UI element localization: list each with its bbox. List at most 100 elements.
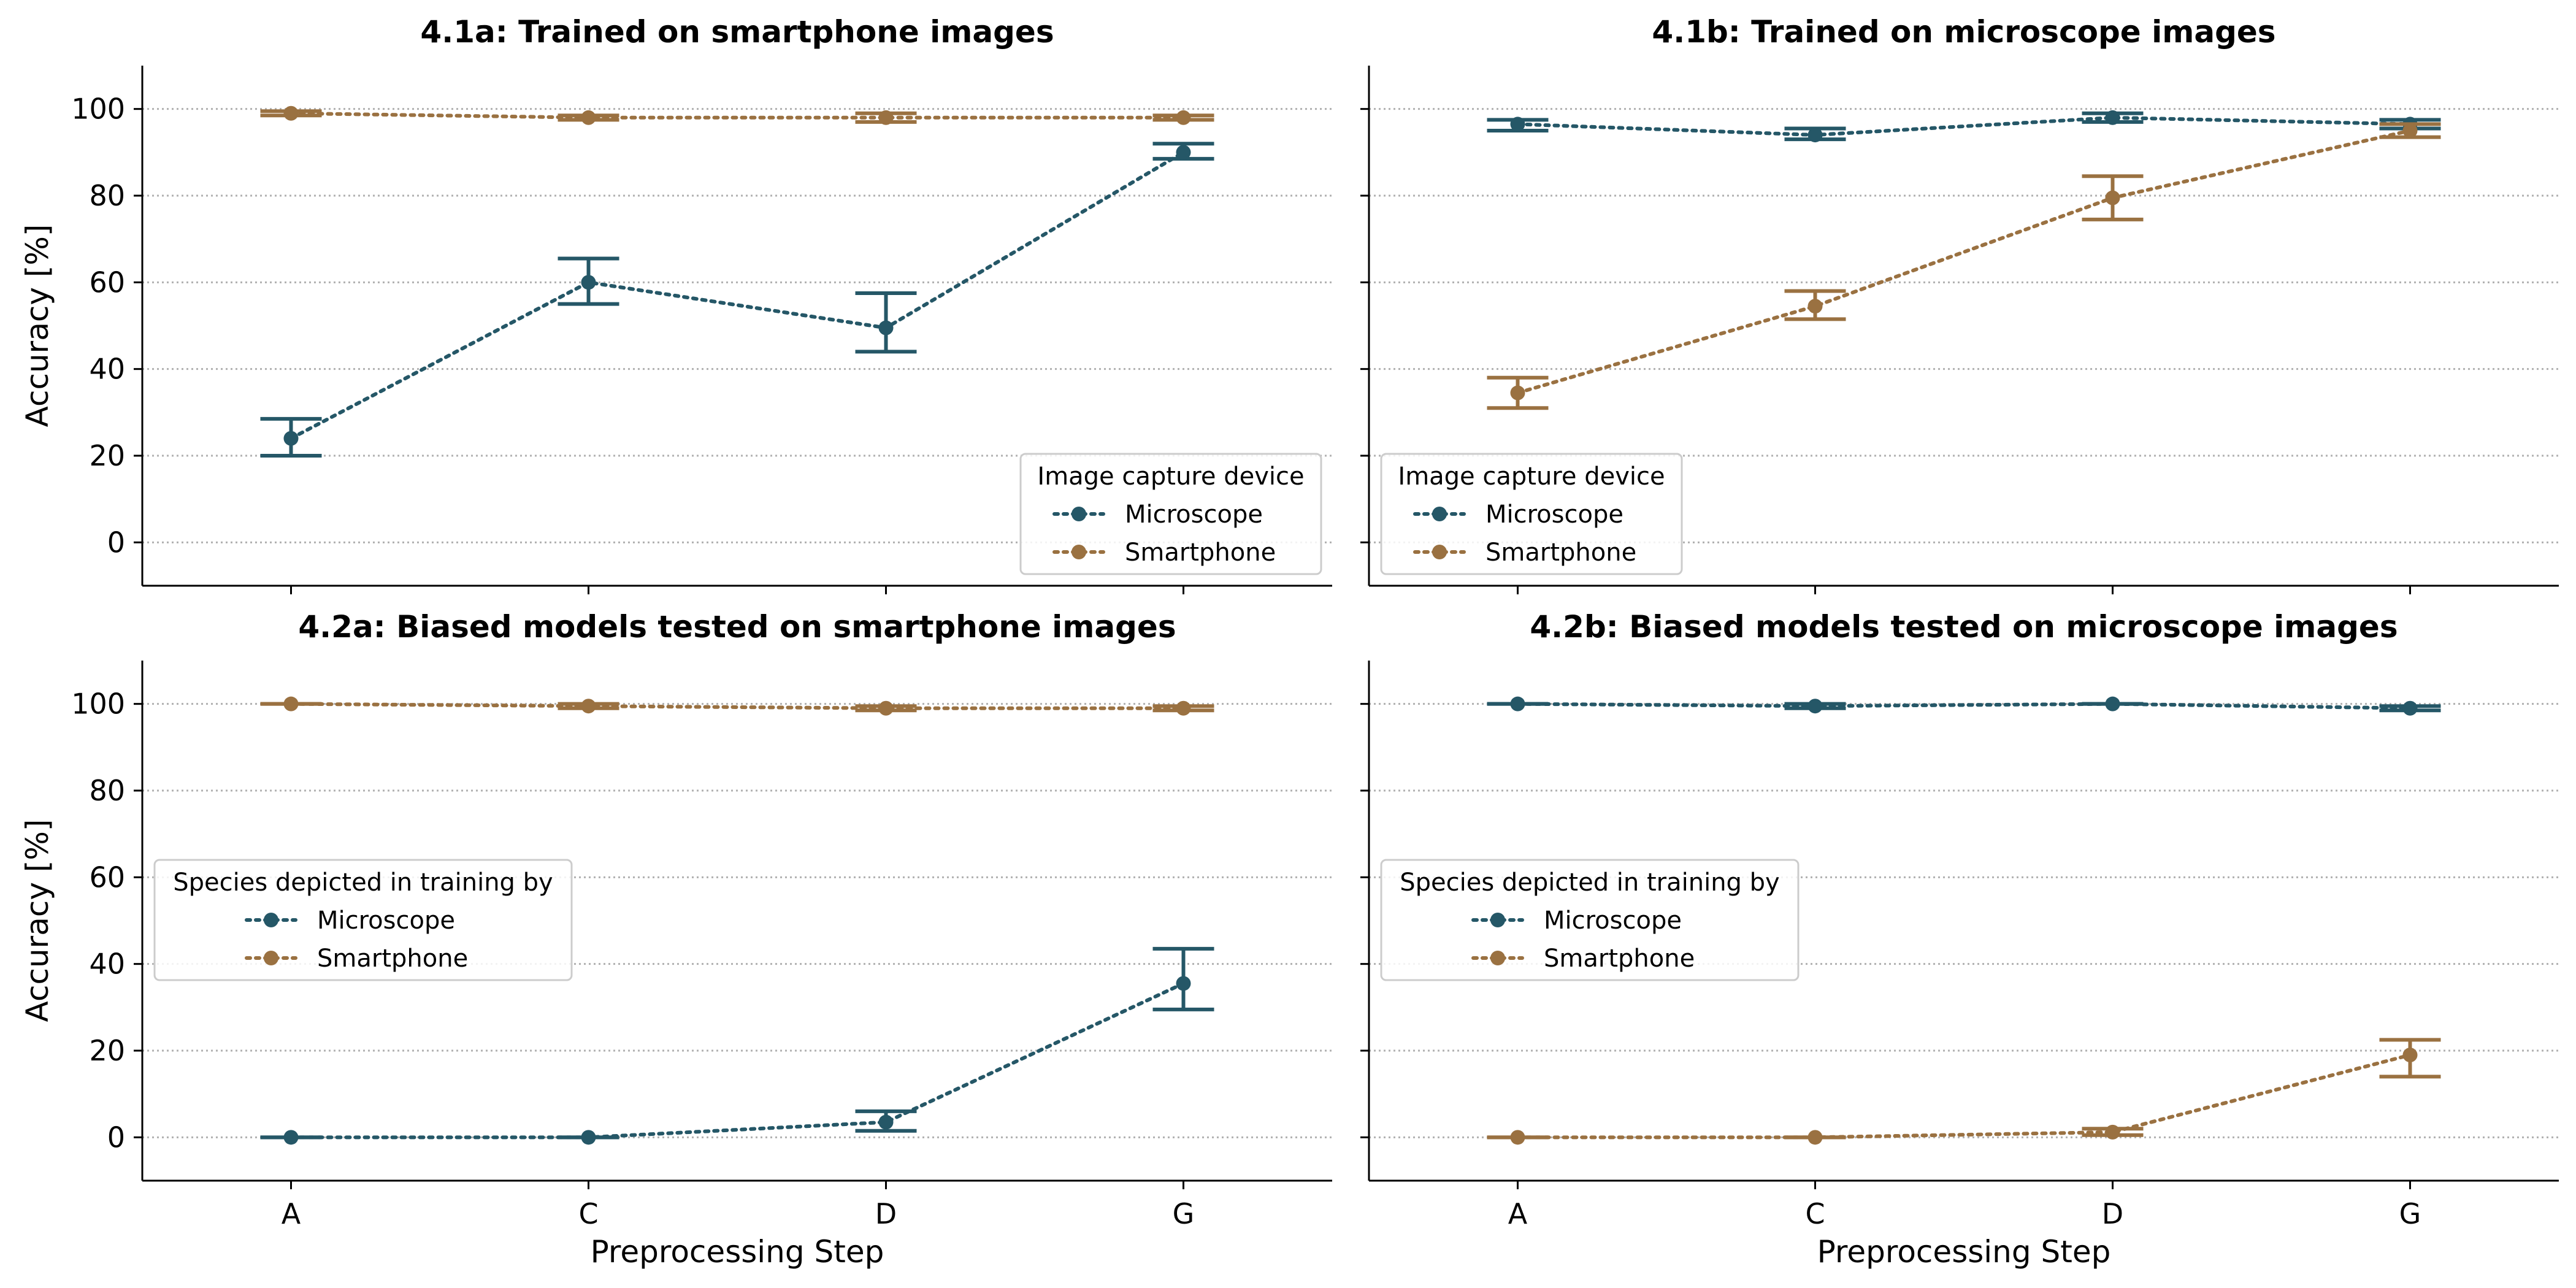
data-point: [283, 696, 299, 711]
legend-marker: [1432, 545, 1447, 559]
legend-box: [1019, 453, 1322, 575]
data-point: [1807, 128, 1823, 143]
chart-panel-1: 0 20 40 60 80 100 4.1a: Trained on smartphone …: [20, 14, 1332, 594]
y-tick-label: 80: [89, 774, 125, 807]
data-point: [1176, 976, 1191, 991]
legend-label: Microscope: [1125, 500, 1263, 529]
y-tick-label: 20: [89, 1034, 125, 1067]
x-tick-label: C: [578, 1197, 598, 1230]
series-smartphone: [260, 105, 1214, 125]
panel-title: 4.1a: Trained on smartphone images: [420, 14, 1054, 50]
x-tick-label: G: [1173, 1197, 1195, 1230]
data-point: [283, 431, 299, 446]
series-line: [1516, 115, 2412, 137]
legend-box: [1380, 859, 1800, 981]
data-point: [2105, 110, 2120, 125]
legend-box: [153, 859, 573, 981]
x-tick-label: C: [1805, 1197, 1825, 1230]
series-microscope: [1487, 696, 2441, 716]
x-tick-label: G: [2399, 1197, 2421, 1230]
panel-title: 4.2a: Biased models tested on smartphone…: [298, 609, 1176, 645]
series-microscope: [260, 946, 1214, 1145]
series-line: [289, 702, 1186, 710]
y-tick-label: 40: [89, 353, 125, 386]
data-point: [878, 320, 894, 335]
data-point: [2402, 1048, 2418, 1063]
legend-title: Species depicted in training by: [1400, 868, 1779, 897]
y-tick-label: 100: [71, 688, 125, 721]
y-tick-label: 40: [89, 948, 125, 981]
data-point: [1510, 696, 1525, 711]
y-axis-label: Accuracy [%]: [20, 224, 55, 427]
legend-title: Image capture device: [1398, 462, 1665, 491]
legend-label: Smartphone: [317, 945, 468, 973]
legend-marker: [264, 913, 278, 927]
data-point: [283, 105, 299, 121]
series-line: [289, 150, 1186, 440]
series-line: [1516, 1053, 2412, 1140]
legend-marker: [1432, 507, 1447, 521]
data-point: [1807, 299, 1823, 314]
legend-marker: [264, 951, 278, 965]
y-tick-label: 60: [89, 861, 125, 894]
legend-label: Smartphone: [1485, 539, 1636, 567]
x-tick-label: A: [1508, 1197, 1528, 1230]
data-point: [2105, 190, 2120, 205]
legend-marker: [1071, 507, 1086, 521]
data-point: [283, 1130, 299, 1145]
series-line: [1516, 129, 2412, 395]
legend: Image capture device Microscope Smartphone: [1019, 453, 1322, 575]
chart-panel-2: 4.1b: Trained on microscope images Image …: [1360, 14, 2559, 594]
legend-marker: [1071, 545, 1086, 559]
panel-title: 4.2b: Biased models tested on microscope…: [1530, 609, 2398, 645]
y-tick-label: 0: [107, 1121, 125, 1154]
legend-box: [1380, 453, 1683, 575]
series-line: [289, 981, 1186, 1140]
series-line: [289, 111, 1186, 120]
data-point: [1807, 699, 1823, 714]
data-point: [2402, 700, 2418, 716]
series-line: [1516, 702, 2412, 710]
y-tick-label: 0: [107, 526, 125, 559]
legend-label: Microscope: [317, 907, 455, 935]
data-point: [1176, 145, 1191, 160]
data-point: [878, 110, 894, 125]
data-point: [581, 110, 596, 125]
legend: Image capture device Microscope Smartphone: [1380, 453, 1683, 575]
data-point: [1510, 385, 1525, 401]
x-tick-label: D: [2102, 1197, 2123, 1230]
legend-label: Microscope: [1544, 907, 1682, 935]
x-axis-label: Preprocessing Step: [1817, 1234, 2111, 1270]
legend-title: Species depicted in training by: [173, 868, 553, 897]
data-point: [1510, 117, 1525, 132]
legend-title: Image capture device: [1037, 462, 1304, 491]
legend: Species depicted in training by Microscop…: [1380, 859, 1800, 981]
legend-marker: [1490, 913, 1505, 927]
x-tick-label: A: [282, 1197, 301, 1230]
data-point: [1807, 1130, 1823, 1145]
y-tick-label: 60: [89, 266, 125, 299]
x-axis-label: Preprocessing Step: [591, 1234, 884, 1270]
data-point: [1510, 1130, 1525, 1145]
chart-panel-3: 0 20 40 60 80 100 A C D G 4.2a: Biased models test…: [20, 609, 1332, 1270]
series-microscope: [260, 142, 1214, 458]
data-point: [581, 1130, 596, 1145]
series-microscope: [1487, 110, 2441, 143]
data-point: [581, 699, 596, 714]
data-point: [1176, 110, 1191, 125]
data-point: [2105, 696, 2120, 711]
series-smartphone: [260, 696, 1214, 716]
x-tick-label: D: [875, 1197, 897, 1230]
legend-marker: [1490, 951, 1505, 965]
y-axis-label: Accuracy [%]: [20, 819, 55, 1022]
legend-label: Microscope: [1485, 500, 1623, 529]
data-point: [1176, 700, 1191, 716]
chart-panel-4: A C D G 4.2b: Biased models tested on micros…: [1360, 609, 2559, 1270]
legend-label: Smartphone: [1125, 539, 1276, 567]
data-point: [581, 275, 596, 290]
data-point: [878, 1114, 894, 1130]
series-smartphone: [1487, 122, 2441, 410]
data-point: [2105, 1124, 2120, 1140]
y-tick-label: 20: [89, 439, 125, 472]
